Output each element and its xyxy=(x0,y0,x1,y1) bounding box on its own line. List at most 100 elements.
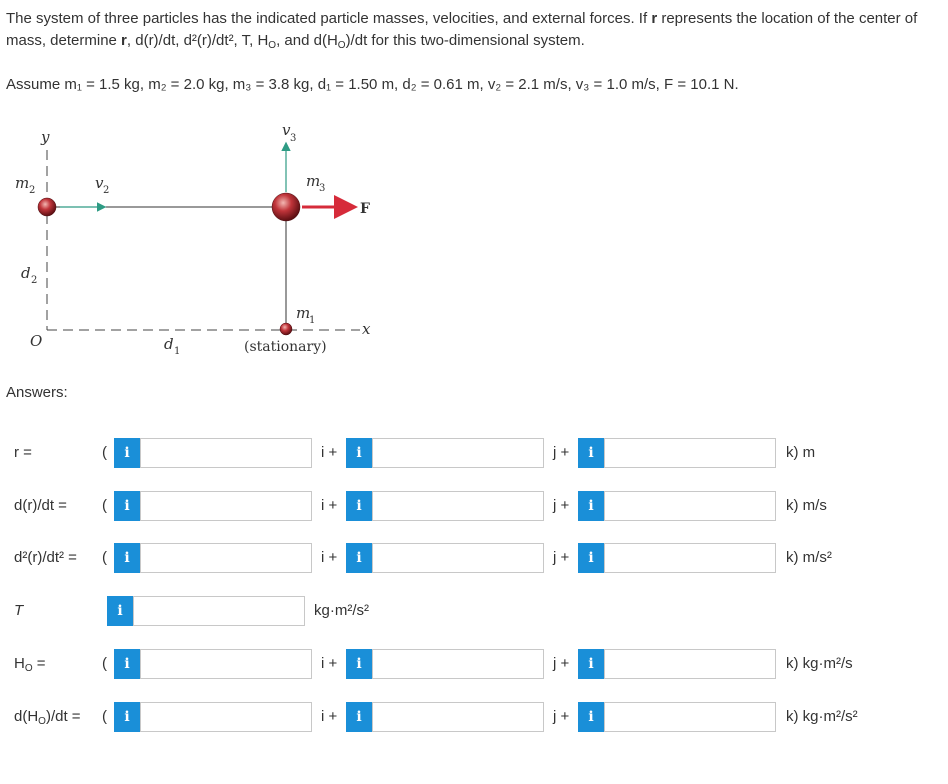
i-component-input[interactable] xyxy=(140,702,312,732)
row-label: r = xyxy=(14,444,32,461)
j-component-input[interactable] xyxy=(372,702,544,732)
i-component-input[interactable] xyxy=(140,649,312,679)
open-paren: ( xyxy=(102,497,107,514)
info-button[interactable]: i xyxy=(114,491,140,521)
info-button[interactable]: i xyxy=(578,543,604,573)
x-axis-label: x xyxy=(362,320,371,338)
row-label-text: d(H xyxy=(14,708,39,725)
i-unit-label: i + xyxy=(321,708,338,725)
k-component-input[interactable] xyxy=(604,543,776,573)
force-label: F xyxy=(360,201,370,217)
figure-svg: y x O m 2 v 2 v 3 m 3 F d 2 d 1 m 1 (sta… xyxy=(15,121,371,357)
open-paren: ( xyxy=(102,549,107,566)
k-component-input[interactable] xyxy=(604,702,776,732)
row-label-subscript: O xyxy=(38,716,46,727)
v3-subscript: 3 xyxy=(290,133,296,144)
j-component-input[interactable] xyxy=(372,491,544,521)
i-unit-label: i + xyxy=(321,497,338,514)
row-label: T xyxy=(14,602,24,619)
info-button[interactable]: i xyxy=(346,543,372,573)
answer-row-kinetic-energy: T i kg·m²/s² xyxy=(0,594,948,628)
origin-label: O xyxy=(30,332,42,350)
problem-text: r xyxy=(651,10,658,27)
unit-label: kg·m²/s² xyxy=(314,602,369,619)
i-unit-label: i + xyxy=(321,444,338,461)
info-button[interactable]: i xyxy=(578,438,604,468)
info-button[interactable]: i xyxy=(114,649,140,679)
m3-label: m xyxy=(306,172,320,190)
row-label: d(HO)/dt = xyxy=(14,708,81,727)
j-component-input[interactable] xyxy=(372,543,544,573)
d2-subscript: 2 xyxy=(31,275,37,286)
info-button[interactable]: i xyxy=(346,702,372,732)
m2-label: m xyxy=(15,174,29,192)
k-component-input[interactable] xyxy=(604,438,776,468)
unit-label: k) kg·m²/s² xyxy=(786,708,858,725)
m1-subscript: 1 xyxy=(309,315,315,326)
row-label: HO = xyxy=(14,655,46,674)
unit-label: k) m xyxy=(786,444,816,461)
j-unit-label: j + xyxy=(553,708,570,725)
v2-label: v xyxy=(95,174,104,192)
stationary-label: (stationary) xyxy=(244,339,327,355)
answers-heading: Answers: xyxy=(6,384,68,401)
answer-row-angular-momentum-rate: d(HO)/dt = ( i i + i j + i k) kg·m²/s² xyxy=(0,700,948,734)
info-button[interactable]: i xyxy=(114,702,140,732)
info-button[interactable]: i xyxy=(346,438,372,468)
row-label: d(r)/dt = xyxy=(14,497,67,514)
problem-text: The system of three particles has the in… xyxy=(6,10,652,27)
row-label-tail: = xyxy=(32,655,46,672)
info-button[interactable]: i xyxy=(578,702,604,732)
d1-label: d xyxy=(164,335,174,353)
v3-label: v xyxy=(282,121,291,139)
j-unit-label: j + xyxy=(553,655,570,672)
problem-text: )/dt for this two-dimensional system. xyxy=(345,32,585,49)
problem-text: O xyxy=(268,40,277,51)
open-paren: ( xyxy=(102,655,107,672)
open-paren: ( xyxy=(102,444,107,461)
i-component-input[interactable] xyxy=(140,543,312,573)
info-button[interactable]: i xyxy=(346,649,372,679)
info-button[interactable]: i xyxy=(346,491,372,521)
j-unit-label: j + xyxy=(553,497,570,514)
row-label-tail: )/dt = xyxy=(45,708,81,725)
open-paren: ( xyxy=(102,708,107,725)
j-component-input[interactable] xyxy=(372,649,544,679)
answer-row-acceleration: d²(r)/dt² = ( i i + i j + i k) m/s² xyxy=(0,541,948,575)
y-axis-label: y xyxy=(40,128,50,146)
unit-label: k) m/s² xyxy=(786,549,832,566)
problem-statement: The system of three particles has the in… xyxy=(6,8,942,52)
m1-label: m xyxy=(296,304,310,322)
i-component-input[interactable] xyxy=(140,491,312,521)
kinetic-energy-input[interactable] xyxy=(133,596,305,626)
unit-label: k) kg·m²/s xyxy=(786,655,853,672)
mass-m3 xyxy=(271,192,301,222)
row-label: d²(r)/dt² = xyxy=(14,549,77,566)
k-component-input[interactable] xyxy=(604,649,776,679)
info-button[interactable]: i xyxy=(578,649,604,679)
answer-row-velocity: d(r)/dt = ( i i + i j + i k) m/s xyxy=(0,489,948,523)
problem-text: represents the location of the center of… xyxy=(6,10,918,49)
i-unit-label: i + xyxy=(321,549,338,566)
problem-text: r xyxy=(121,32,127,49)
mass-m2 xyxy=(37,197,57,217)
d2-label: d xyxy=(21,264,31,282)
k-component-input[interactable] xyxy=(604,491,776,521)
v2-subscript: 2 xyxy=(103,185,109,196)
assumptions: Assume m₁ = 1.5 kg, m₂ = 2.0 kg, m₃ = 3.… xyxy=(6,76,739,93)
info-button[interactable]: i xyxy=(114,543,140,573)
j-component-input[interactable] xyxy=(372,438,544,468)
m2-subscript: 2 xyxy=(29,185,35,196)
i-component-input[interactable] xyxy=(140,438,312,468)
row-label-text: H xyxy=(14,655,25,672)
d1-subscript: 1 xyxy=(174,346,180,357)
problem-text: , d(r)/dt, d²(r)/dt², T, H xyxy=(126,32,269,49)
problem-text: , and d(H xyxy=(276,32,338,49)
info-button[interactable]: i xyxy=(114,438,140,468)
row-label-subscript: O xyxy=(24,663,33,674)
problem-text: O xyxy=(337,40,346,51)
j-unit-label: j + xyxy=(553,444,570,461)
info-button[interactable]: i xyxy=(107,596,133,626)
mass-m1 xyxy=(279,322,293,336)
info-button[interactable]: i xyxy=(578,491,604,521)
